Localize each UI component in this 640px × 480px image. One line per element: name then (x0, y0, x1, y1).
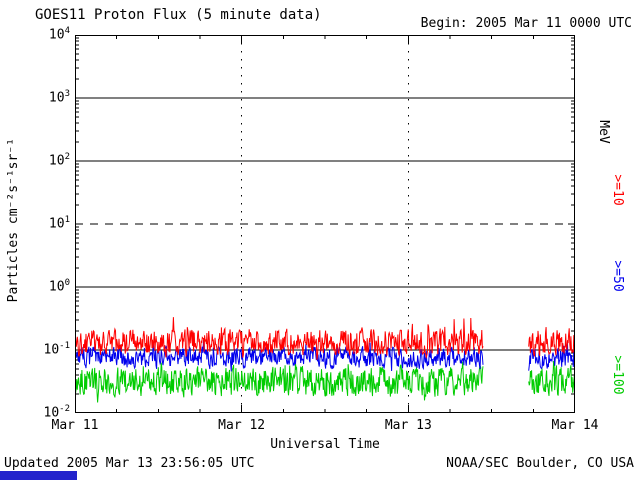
source-credit: NOAA/SEC Boulder, CO USA (446, 456, 634, 471)
updated-timestamp: Updated 2005 Mar 13 23:56:05 UTC (4, 456, 255, 471)
y-tick-label: 102 (48, 152, 70, 169)
y-tick-label: 101 (48, 215, 70, 232)
right-label-mev: MeV (596, 120, 611, 144)
y-tick-label: 104 (48, 26, 70, 43)
proton-flux-chart (74, 35, 576, 413)
y-axis-label: Particles cm⁻²s⁻¹sr⁻¹ (6, 138, 21, 303)
y-tick-label: 10-1 (43, 341, 71, 358)
x-axis-label: Universal Time (270, 437, 380, 452)
x-tick-label: Mar 12 (218, 418, 266, 433)
chart-title: GOES11 Proton Flux (5 minute data) (35, 7, 322, 23)
y-tick-label: 10-2 (43, 404, 71, 421)
x-tick-label: Mar 11 (51, 418, 99, 433)
x-tick-label: Mar 14 (551, 418, 599, 433)
bottom-left-blue-bar (0, 471, 77, 480)
right-label-50: >=50 (610, 260, 625, 292)
y-tick-label: 100 (48, 278, 70, 295)
right-label-100: >=100 (610, 355, 625, 395)
begin-time-label: Begin: 2005 Mar 11 0000 UTC (420, 16, 632, 31)
x-tick-label: Mar 13 (384, 418, 432, 433)
plot-area (74, 35, 576, 413)
right-label-10: >=10 (610, 174, 625, 206)
y-tick-label: 103 (48, 89, 70, 106)
